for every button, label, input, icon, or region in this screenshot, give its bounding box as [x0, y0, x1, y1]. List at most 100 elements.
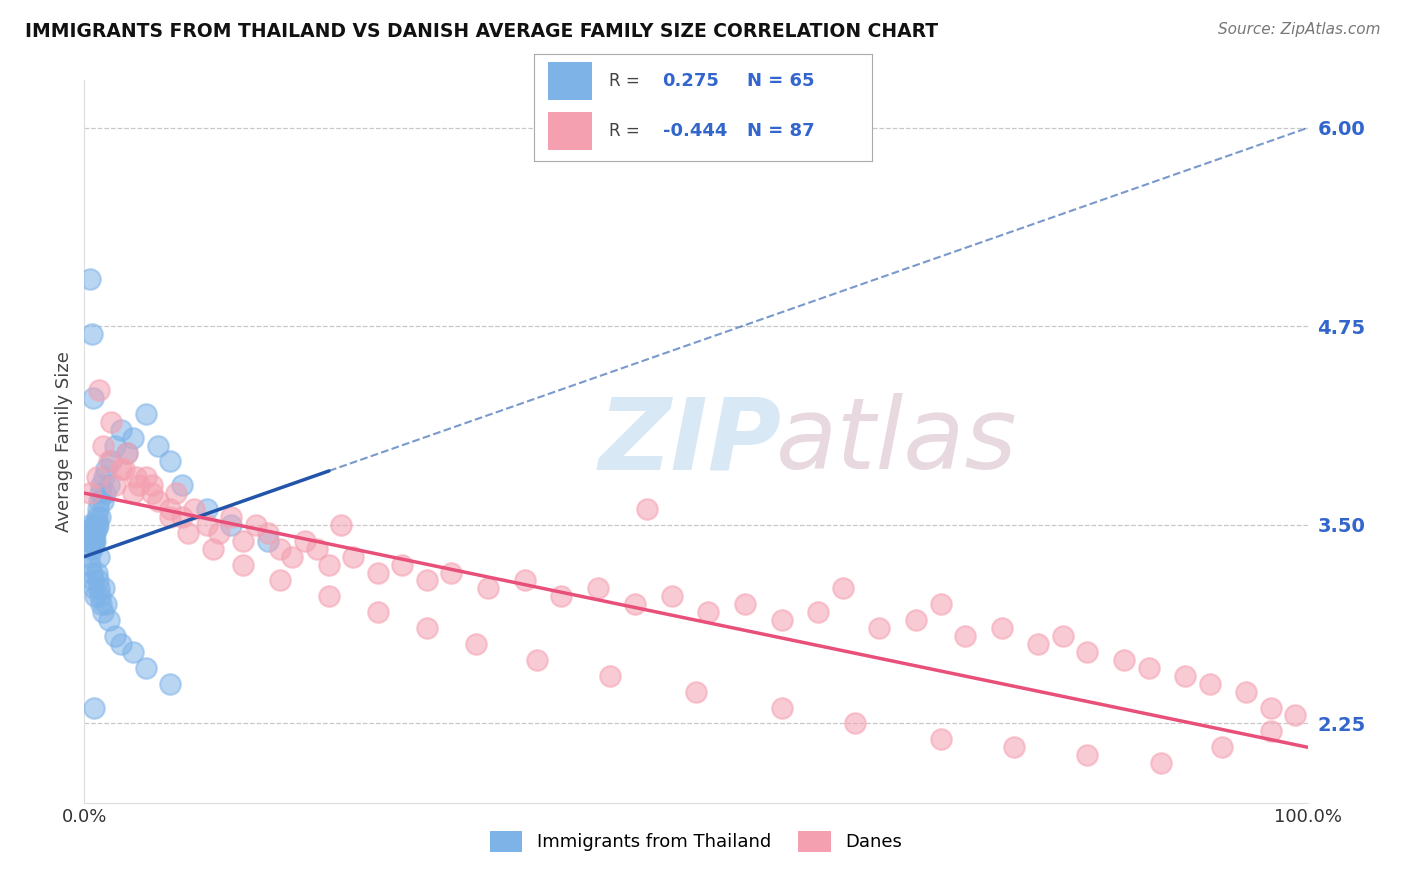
- Point: [1174, 669, 1197, 683]
- Legend: Immigrants from Thailand, Danes: Immigrants from Thailand, Danes: [482, 823, 910, 859]
- Point: [269, 574, 291, 588]
- Point: [82, 391, 104, 405]
- Point: [80, 521, 103, 535]
- Point: [89, 510, 111, 524]
- Point: [82, 533, 104, 548]
- Point: [318, 558, 340, 572]
- Point: [110, 637, 132, 651]
- Point: [526, 653, 548, 667]
- Point: [734, 597, 756, 611]
- Point: [929, 597, 952, 611]
- Point: [257, 533, 280, 548]
- Point: [1260, 700, 1282, 714]
- Point: [219, 517, 242, 532]
- Point: [1236, 684, 1258, 698]
- Point: [195, 502, 218, 516]
- Point: [201, 541, 224, 556]
- Point: [245, 517, 267, 532]
- Point: [685, 684, 707, 698]
- Point: [83, 700, 105, 714]
- Point: [80, 566, 103, 580]
- Point: [661, 590, 683, 604]
- Point: [115, 446, 138, 460]
- Point: [391, 558, 413, 572]
- Point: [110, 423, 132, 437]
- Point: [1114, 653, 1136, 667]
- Point: [91, 438, 114, 452]
- Point: [93, 470, 115, 484]
- Point: [367, 605, 389, 619]
- Point: [80, 327, 103, 342]
- Point: [128, 478, 150, 492]
- Point: [104, 438, 127, 452]
- Point: [219, 510, 242, 524]
- Point: [146, 438, 169, 452]
- Point: [586, 582, 609, 596]
- Point: [79, 272, 101, 286]
- Point: [112, 462, 135, 476]
- Point: [83, 537, 105, 551]
- Point: [135, 470, 157, 484]
- Point: [1137, 661, 1160, 675]
- Y-axis label: Average Family Size: Average Family Size: [55, 351, 73, 532]
- Point: [697, 605, 720, 619]
- Point: [172, 478, 194, 492]
- Point: [135, 661, 157, 675]
- Point: [770, 613, 793, 627]
- Text: Source: ZipAtlas.com: Source: ZipAtlas.com: [1218, 22, 1381, 37]
- Point: [122, 486, 145, 500]
- Point: [97, 613, 120, 627]
- Point: [86, 510, 108, 524]
- Point: [100, 415, 122, 429]
- Point: [115, 446, 138, 460]
- Point: [94, 486, 117, 500]
- Point: [79, 533, 101, 548]
- Point: [83, 531, 105, 545]
- Point: [1260, 724, 1282, 739]
- Point: [141, 478, 163, 492]
- Text: IMMIGRANTS FROM THAILAND VS DANISH AVERAGE FAMILY SIZE CORRELATION CHART: IMMIGRANTS FROM THAILAND VS DANISH AVERA…: [25, 22, 938, 41]
- Point: [513, 574, 536, 588]
- Point: [416, 574, 439, 588]
- Point: [416, 621, 439, 635]
- Text: R =: R =: [609, 122, 640, 140]
- Point: [177, 525, 200, 540]
- Point: [1028, 637, 1050, 651]
- Point: [991, 621, 1014, 635]
- Point: [93, 582, 115, 596]
- Point: [80, 541, 103, 556]
- Point: [953, 629, 976, 643]
- Point: [257, 525, 280, 540]
- Point: [87, 502, 110, 516]
- Point: [330, 517, 353, 532]
- Point: [159, 454, 181, 468]
- Point: [79, 558, 101, 572]
- Point: [232, 533, 254, 548]
- Point: [86, 515, 108, 529]
- Point: [159, 510, 181, 524]
- Point: [135, 407, 157, 421]
- Point: [89, 486, 111, 500]
- Point: [104, 478, 127, 492]
- Point: [100, 454, 122, 468]
- Point: [90, 478, 112, 492]
- Point: [87, 549, 110, 564]
- Point: [82, 525, 104, 540]
- Point: [82, 537, 104, 551]
- Point: [84, 590, 107, 604]
- Point: [636, 502, 658, 516]
- Point: [831, 582, 853, 596]
- Point: [83, 582, 105, 596]
- Point: [122, 645, 145, 659]
- Text: N = 87: N = 87: [747, 122, 814, 140]
- Point: [97, 454, 120, 468]
- Point: [79, 486, 101, 500]
- Point: [87, 517, 110, 532]
- Point: [86, 521, 108, 535]
- Point: [1198, 676, 1220, 690]
- Point: [159, 676, 181, 690]
- Point: [96, 462, 118, 476]
- Point: [477, 582, 499, 596]
- Point: [91, 605, 114, 619]
- Point: [1002, 740, 1025, 755]
